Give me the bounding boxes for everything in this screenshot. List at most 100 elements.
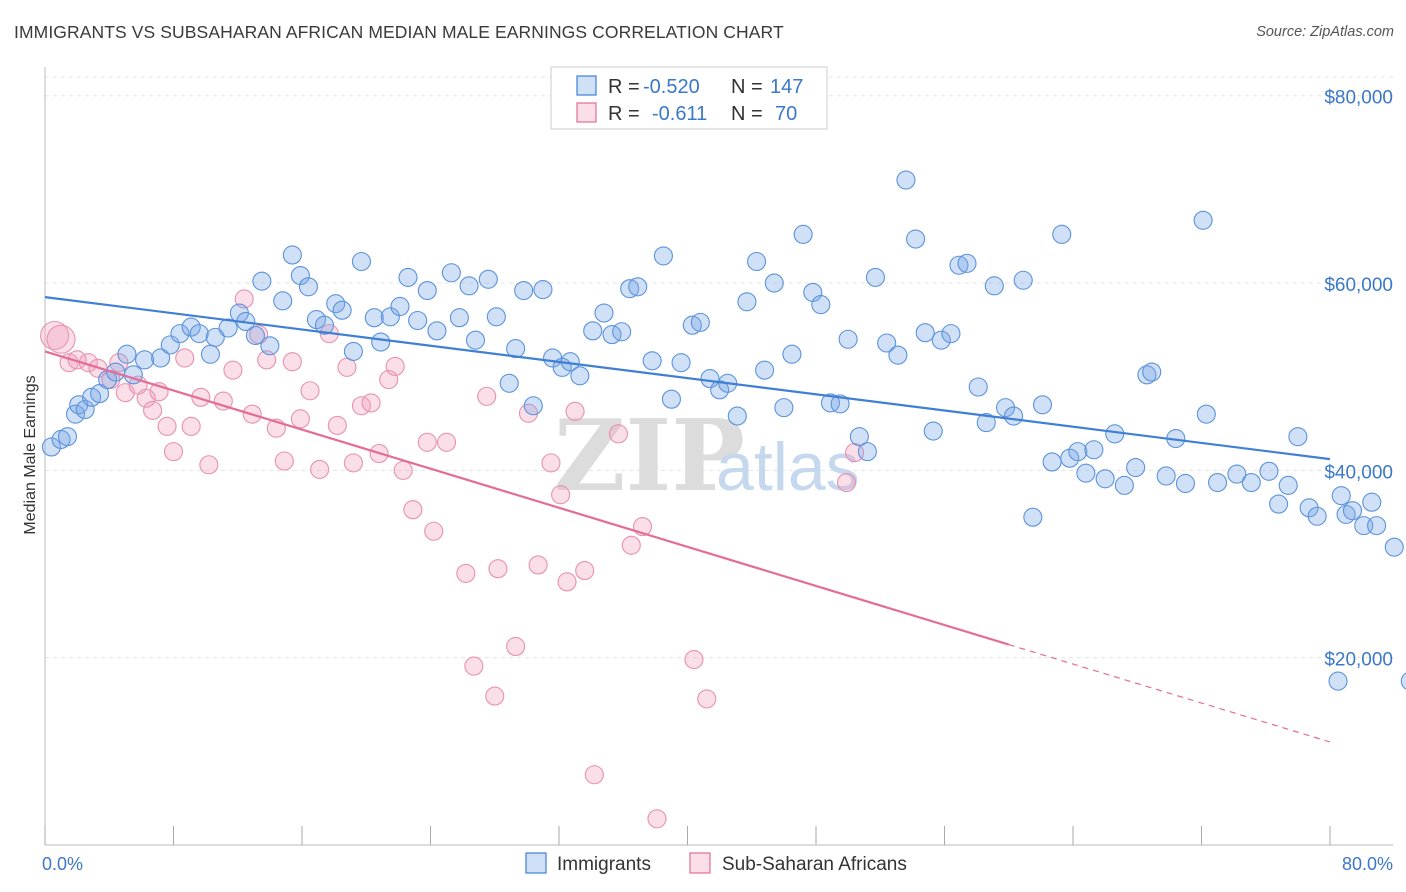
data-point xyxy=(849,427,869,447)
data-point xyxy=(117,344,137,364)
data-point xyxy=(557,572,577,592)
data-point xyxy=(273,291,293,311)
data-point xyxy=(449,308,469,328)
data-point xyxy=(380,307,400,327)
data-point xyxy=(976,413,996,433)
series-sub-saharan-africans xyxy=(40,289,865,829)
data-point xyxy=(877,333,897,353)
data-point xyxy=(465,330,486,350)
y-tick-label: $60,000 xyxy=(1324,275,1393,296)
data-point xyxy=(570,366,590,386)
data-point xyxy=(514,280,534,301)
data-point xyxy=(223,360,243,380)
data-point xyxy=(1307,506,1327,526)
data-point xyxy=(57,427,78,447)
data-point xyxy=(408,310,428,331)
legend-bottom-sub-saharan: Sub-Saharan Africans xyxy=(722,854,907,875)
data-point xyxy=(485,686,505,706)
data-point xyxy=(314,315,335,335)
trend-line-immigrants xyxy=(44,296,1331,461)
legend-r-value-1: -0.520 xyxy=(643,76,700,98)
data-point xyxy=(417,432,437,452)
data-point xyxy=(417,280,437,301)
chart-title: IMMIGRANTS VS SUBSAHARAN AFRICAN MEDIAN … xyxy=(14,22,784,42)
data-point xyxy=(506,636,526,656)
data-point xyxy=(697,689,717,709)
x-tick-label-min: 0.0% xyxy=(42,854,83,874)
data-point xyxy=(915,323,935,343)
data-point xyxy=(836,472,857,493)
data-point xyxy=(41,437,61,457)
data-point xyxy=(838,329,858,349)
data-point xyxy=(1342,501,1363,521)
data-point xyxy=(931,330,951,350)
data-point xyxy=(290,409,310,429)
data-point xyxy=(364,308,384,328)
data-point xyxy=(506,339,526,359)
data-point xyxy=(830,394,850,414)
data-point xyxy=(343,453,363,473)
data-point xyxy=(67,350,87,370)
data-point xyxy=(252,271,272,291)
data-point xyxy=(351,251,371,272)
data-point xyxy=(234,289,254,309)
data-point xyxy=(628,277,648,297)
watermark-zip: ZIP xyxy=(554,399,745,514)
y-axis-label: Median Male Earnings xyxy=(22,375,39,534)
data-point xyxy=(191,387,211,407)
data-point xyxy=(1095,469,1115,489)
tick-labels: $20,000 $40,000 $60,000 $80,000 xyxy=(1324,88,1393,671)
data-point xyxy=(486,307,506,327)
data-point xyxy=(1084,440,1104,460)
data-point xyxy=(499,373,519,393)
data-point xyxy=(747,251,767,272)
legend-bottom-immigrants: Immigrants xyxy=(557,854,651,875)
data-point xyxy=(441,263,461,283)
data-point xyxy=(1400,672,1406,690)
legend-r-value-2: -0.611 xyxy=(652,103,707,125)
series-immigrants xyxy=(41,170,1406,691)
y-tick-label: $40,000 xyxy=(1324,462,1393,483)
data-point xyxy=(427,321,447,341)
data-point xyxy=(533,280,553,300)
axes xyxy=(44,67,1393,846)
data-point xyxy=(398,267,418,287)
data-point xyxy=(300,381,320,401)
data-point xyxy=(1142,362,1162,382)
data-point xyxy=(327,415,347,435)
data-point xyxy=(274,451,294,471)
data-point xyxy=(820,393,841,413)
data-point xyxy=(332,300,352,320)
data-point xyxy=(620,279,640,299)
data-point xyxy=(456,563,476,583)
data-point xyxy=(205,327,225,347)
data-point xyxy=(941,324,961,344)
data-point xyxy=(1208,472,1228,493)
data-point xyxy=(488,559,508,579)
data-point xyxy=(906,229,926,249)
data-point xyxy=(1227,464,1247,484)
data-point xyxy=(257,350,277,370)
data-point xyxy=(337,357,357,377)
data-point xyxy=(1060,448,1080,468)
data-point xyxy=(175,348,195,368)
data-point xyxy=(1196,404,1216,424)
legend-r-label-1: R = xyxy=(608,76,640,98)
data-point xyxy=(1032,395,1053,415)
data-point xyxy=(213,391,233,411)
data-point xyxy=(1126,458,1146,478)
data-point xyxy=(857,442,877,462)
y-tick-label: $80,000 xyxy=(1324,88,1393,109)
data-point xyxy=(690,312,710,332)
data-point xyxy=(1004,406,1024,426)
data-point xyxy=(811,295,831,315)
data-point xyxy=(684,650,704,670)
data-point xyxy=(653,246,673,266)
data-point xyxy=(727,406,747,426)
data-point xyxy=(403,500,423,520)
legend-n-value-2: 70 xyxy=(775,103,797,125)
data-point xyxy=(584,765,604,785)
watermark-atlas: atlas xyxy=(716,429,860,505)
data-point xyxy=(437,432,457,452)
